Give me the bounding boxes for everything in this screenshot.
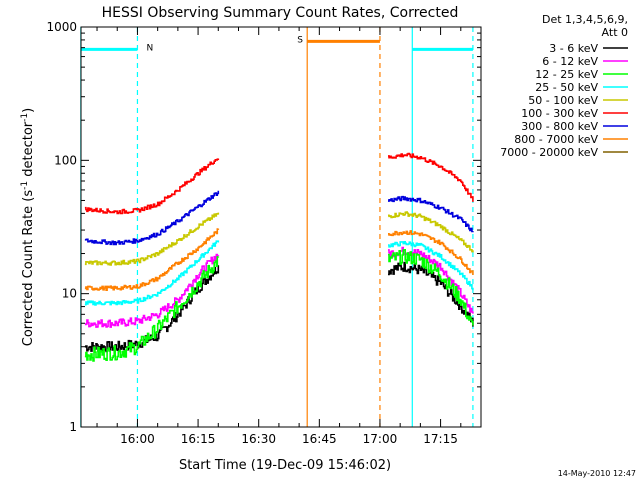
legend-label: 800 - 7000 keV [514, 133, 598, 146]
legend-label: 7000 - 20000 keV [500, 146, 598, 159]
y-axis: 1 10 100 1000 [46, 20, 481, 434]
x-axis-label: Start Time (19-Dec-09 15:46:02) [179, 458, 391, 473]
observing-intervals: NS [80, 27, 474, 427]
y-axis-label-sup-1: -1 [20, 181, 30, 190]
legend-label: 300 - 800 keV [521, 120, 598, 133]
y-axis-label-sup-2: -1 [20, 113, 30, 122]
plot-frame [80, 26, 482, 428]
series-line [84, 240, 220, 306]
series-line [84, 212, 220, 266]
legend-label: 50 - 100 keV [528, 94, 598, 107]
y-tick-label: 1000 [46, 20, 77, 34]
series-line [84, 256, 220, 362]
series-line [388, 246, 474, 314]
series-line [388, 211, 474, 253]
x-tick-label: 16:30 [241, 432, 276, 446]
x-tick-label: 17:15 [423, 432, 458, 446]
y-axis-label: Corrected Count Rate (s-1 detector-1) [20, 108, 36, 346]
legend-label: 6 - 12 keV [542, 55, 598, 68]
x-tick-label: 16:15 [181, 432, 216, 446]
legend-label: 100 - 300 keV [521, 107, 598, 120]
legend-label: 12 - 25 keV [535, 68, 598, 81]
x-axis: 16:00 16:15 16:30 16:45 17:00 17:15 [96, 27, 482, 446]
y-tick-label: 1 [69, 420, 77, 434]
y-tick-label: 10 [62, 287, 77, 301]
footer-date: 14-May-2010 12:47 [558, 469, 636, 478]
series-lines [84, 152, 474, 362]
legend-header-line-2: Att 0 [602, 26, 628, 39]
series-line [388, 241, 474, 291]
interval-label: N [146, 43, 153, 53]
series-line [84, 190, 220, 246]
series-line [388, 230, 474, 275]
series-line [388, 195, 474, 233]
y-axis-label-part-3: ) [21, 108, 36, 113]
x-tick-label: 16:45 [302, 432, 337, 446]
x-tick-label: 17:00 [363, 432, 398, 446]
legend-header-line-1: Det 1,3,4,5,6,9, [542, 13, 628, 26]
y-axis-label-part-2: detector [21, 121, 36, 181]
legend-label: 25 - 50 keV [535, 81, 598, 94]
series-line [388, 261, 474, 327]
series-line [84, 228, 220, 291]
series-line [388, 249, 474, 326]
x-tick-label: 16:00 [120, 432, 155, 446]
series-line [84, 253, 220, 328]
series-line [388, 152, 474, 202]
y-axis-label-part-1: Corrected Count Rate (s [21, 190, 36, 347]
y-tick-label: 100 [54, 153, 77, 167]
interval-label: S [297, 35, 303, 45]
series-line [84, 158, 220, 215]
legend-label: 3 - 6 keV [549, 42, 598, 55]
chart-title: HESSI Observing Summary Count Rates, Cor… [102, 5, 459, 21]
